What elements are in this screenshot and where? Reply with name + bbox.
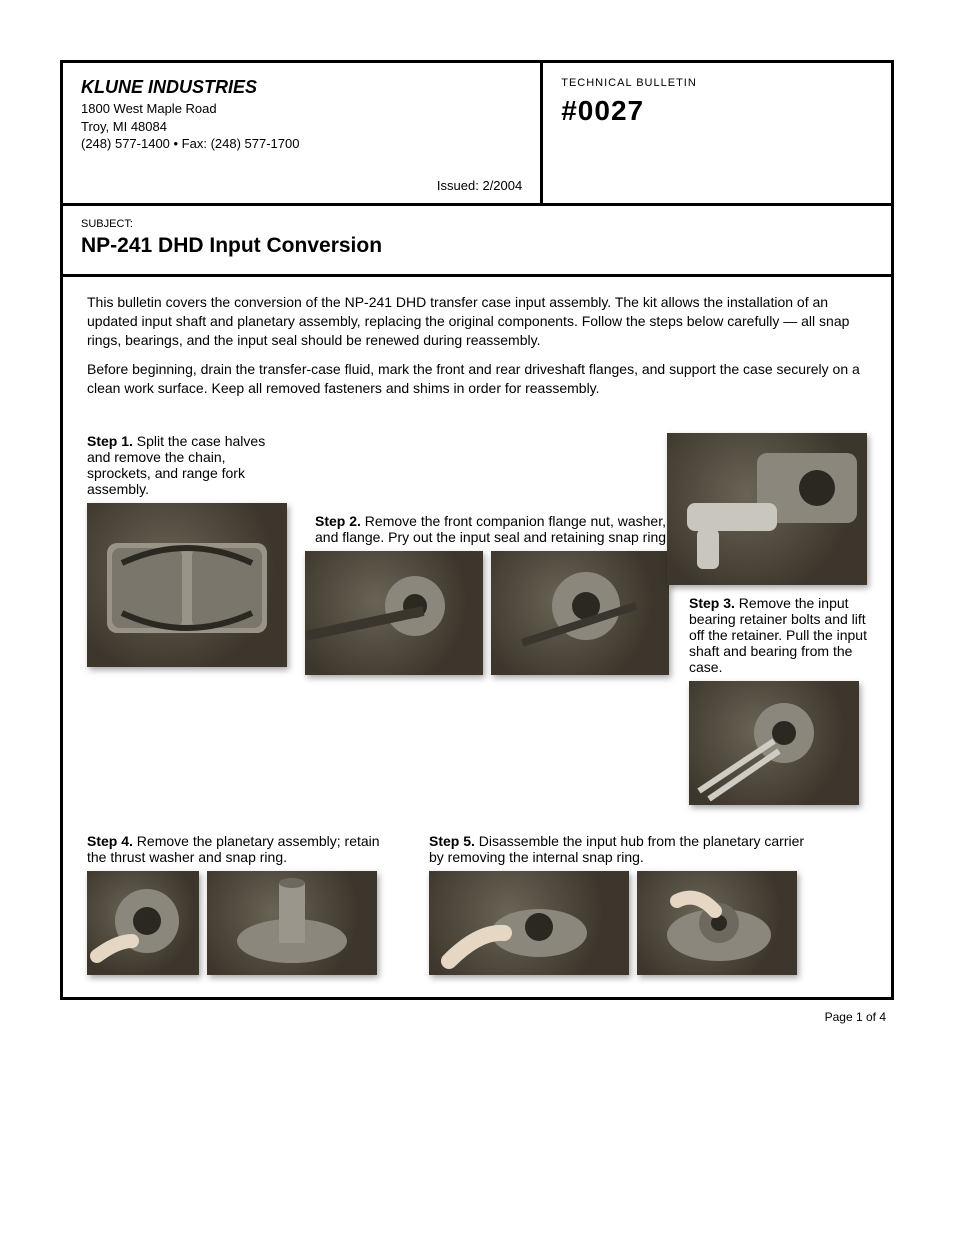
step-1-label: Step 1. Split the case halves and remove… [87,433,287,497]
step-4-photo-b [207,871,377,975]
step-1: Step 1. Split the case halves and remove… [87,433,287,667]
address-line-1: 1800 West Maple Road [81,100,522,118]
body-row: This bulletin covers the conversion of t… [63,274,891,997]
step-5: Step 5. Disassemble the input hub from t… [429,833,809,975]
issued-date: Issued: 2/2004 [437,178,522,193]
step-3-photo-bottom [689,681,859,805]
bulletin-number: #0027 [561,95,873,127]
body-text: This bulletin covers the conversion of t… [87,293,867,397]
flange-wrench-icon [305,551,483,675]
step-5-photo-b [637,871,797,975]
step-3: Step 3. Remove the input bearing retaine… [689,433,867,805]
document-frame: KLUNE INDUSTRIES 1800 West Maple Road Tr… [60,60,894,1000]
bulletin-id-block: TECHNICAL BULLETIN #0027 [543,63,891,203]
step-2-photo-a [305,551,483,675]
step-4: Step 4. Remove the planetary assembly; r… [87,833,387,975]
transfer-case-icon [87,503,287,667]
hub-shaft-icon [207,871,377,975]
step-3-photo-top [667,433,867,585]
steps-area: Step 1. Split the case halves and remove… [87,433,867,975]
step-5-photo-a [429,871,629,975]
subject-text: NP-241 DHD Input Conversion [81,234,873,258]
planetary-gear-icon [637,871,797,975]
company-block: KLUNE INDUSTRIES 1800 West Maple Road Tr… [63,63,543,203]
step-2-photo-b [491,551,669,675]
step-5-label: Step 5. Disassemble the input hub from t… [429,833,809,865]
subject-label: SUBJECT: [81,218,873,230]
steps-row-2: Step 4. Remove the planetary assembly; r… [87,833,867,975]
bulletin-label: TECHNICAL BULLETIN [561,77,873,89]
issued-label: Issued: [437,178,479,193]
case-bore-icon [87,871,199,975]
step-3-label: Step 3. Remove the input bearing retaine… [689,595,867,675]
step-2: Step 2. Remove the front companion flang… [305,433,671,675]
snapring-pliers-icon [689,681,859,805]
step-2-label: Step 2. Remove the front companion flang… [315,513,671,545]
header-row: KLUNE INDUSTRIES 1800 West Maple Road Tr… [63,63,891,203]
step-1-photo [87,503,287,667]
page-number: Page 1 of 4 [60,1010,894,1024]
body-p2: Before beginning, drain the transfer-cas… [87,360,867,398]
company-name: KLUNE INDUSTRIES [81,77,522,98]
seal-pry-icon [491,551,669,675]
hub-hand-icon [429,871,629,975]
subject-row: SUBJECT: NP-241 DHD Input Conversion [63,203,891,274]
address-city: Troy, MI 48084 [81,118,522,136]
steps-row-1: Step 1. Split the case halves and remove… [87,433,867,805]
step-4-photo-a [87,871,199,975]
body-p1: This bulletin covers the conversion of t… [87,293,867,350]
phone-fax: (248) 577-1400 • Fax: (248) 577-1700 [81,135,522,153]
step-4-label: Step 4. Remove the planetary assembly; r… [87,833,387,865]
issued-value: 2/2004 [482,178,522,193]
impact-gun-icon [667,433,867,585]
